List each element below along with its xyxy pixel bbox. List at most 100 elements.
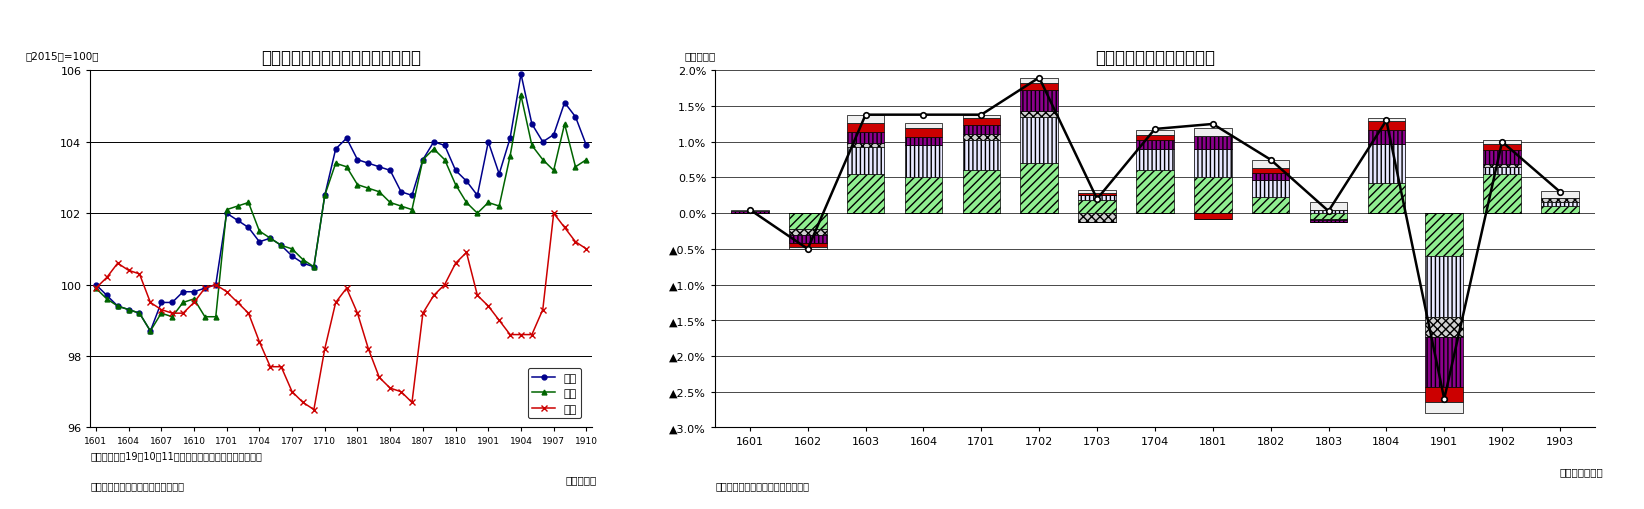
出荷 <box>238 200 258 206</box>
Bar <box>789 244 827 247</box>
Bar <box>904 146 942 178</box>
生産 <box>118 307 138 313</box>
Bar <box>962 116 1000 119</box>
Title: 鉱工業生産・出荷・在庫指数の推移: 鉱工業生産・出荷・在庫指数の推移 <box>261 49 421 67</box>
在庫 <box>97 275 117 281</box>
出荷 <box>511 93 531 99</box>
Bar <box>1136 171 1174 214</box>
出荷 <box>304 264 324 270</box>
在庫 <box>271 364 291 370</box>
生産 <box>358 161 378 167</box>
在庫 <box>403 400 423 406</box>
Bar <box>1540 203 1578 207</box>
在庫 <box>283 389 302 395</box>
生産 <box>467 193 487 199</box>
Text: （資料）経済産業省「鉱工業指数」: （資料）経済産業省「鉱工業指数」 <box>90 480 184 491</box>
出荷 <box>118 307 138 313</box>
在庫 <box>566 239 585 245</box>
Bar <box>847 148 884 175</box>
出荷 <box>130 310 150 317</box>
Bar <box>1483 145 1521 150</box>
出荷 <box>260 236 279 242</box>
Bar <box>1425 403 1463 413</box>
Text: （前期比）: （前期比） <box>684 50 715 61</box>
生産 <box>293 261 312 267</box>
出荷 <box>358 186 378 192</box>
生産 <box>316 193 335 199</box>
生産 <box>577 143 597 149</box>
Bar <box>1310 221 1348 222</box>
出荷 <box>566 164 585 171</box>
Bar <box>1136 130 1174 136</box>
Text: （資料）経済産業省「鉱工業指数」: （資料）経済産業省「鉱工業指数」 <box>715 480 809 491</box>
Bar <box>1021 164 1059 214</box>
Bar <box>1021 91 1059 112</box>
Bar <box>1310 210 1348 214</box>
Line: 生産: 生産 <box>94 72 589 334</box>
在庫 <box>238 310 258 317</box>
在庫 <box>490 318 510 324</box>
出荷 <box>446 182 465 188</box>
Bar <box>962 171 1000 214</box>
Text: （2015年=100）: （2015年=100） <box>25 50 99 61</box>
Bar <box>904 137 942 146</box>
出荷 <box>380 200 399 206</box>
在庫 <box>577 246 597 252</box>
出荷 <box>424 147 444 153</box>
Bar <box>1425 257 1463 317</box>
出荷 <box>490 204 510 210</box>
出荷 <box>109 303 128 309</box>
出荷 <box>184 296 204 302</box>
Bar <box>1310 219 1348 221</box>
Bar <box>847 143 884 148</box>
Bar <box>1078 194 1116 195</box>
在庫 <box>424 293 444 299</box>
Bar <box>732 210 769 212</box>
在庫 <box>184 300 204 306</box>
Bar <box>1368 122 1406 130</box>
在庫 <box>370 375 390 381</box>
Bar <box>1368 145 1406 184</box>
出荷 <box>229 204 248 210</box>
出荷 <box>370 189 390 195</box>
Bar <box>1194 178 1231 214</box>
生産 <box>173 289 192 295</box>
Bar <box>1540 192 1578 199</box>
出荷 <box>577 157 597 163</box>
生産 <box>260 236 279 242</box>
Bar <box>1136 150 1174 171</box>
在庫 <box>337 286 357 292</box>
Bar <box>904 178 942 214</box>
Bar <box>962 126 1000 135</box>
在庫 <box>554 225 574 231</box>
Bar <box>1483 150 1521 164</box>
出荷 <box>163 314 182 320</box>
生産 <box>424 139 444 146</box>
生産 <box>206 282 225 288</box>
Bar <box>1368 184 1406 214</box>
生産 <box>554 100 574 106</box>
生産 <box>97 293 117 299</box>
在庫 <box>109 261 128 267</box>
Bar <box>1483 175 1521 214</box>
出荷 <box>554 122 574 128</box>
生産 <box>326 147 345 153</box>
生産 <box>130 310 150 317</box>
Legend: 生産, 出荷, 在庫: 生産, 出荷, 在庫 <box>528 369 582 418</box>
在庫 <box>250 339 270 345</box>
出荷 <box>97 296 117 302</box>
Bar <box>962 140 1000 171</box>
生産 <box>523 122 543 128</box>
生産 <box>380 168 399 174</box>
生産 <box>500 136 520 142</box>
Text: （注）生産の19年10、11月は製造工業生産予測指数で延長: （注）生産の19年10、11月は製造工業生産予測指数で延長 <box>90 450 263 460</box>
生産 <box>229 218 248 224</box>
在庫 <box>500 332 520 338</box>
生産 <box>238 225 258 231</box>
在庫 <box>118 268 138 274</box>
生産 <box>413 157 432 163</box>
出荷 <box>326 161 345 167</box>
Bar <box>789 214 827 230</box>
生産 <box>163 300 182 306</box>
出荷 <box>217 207 237 213</box>
